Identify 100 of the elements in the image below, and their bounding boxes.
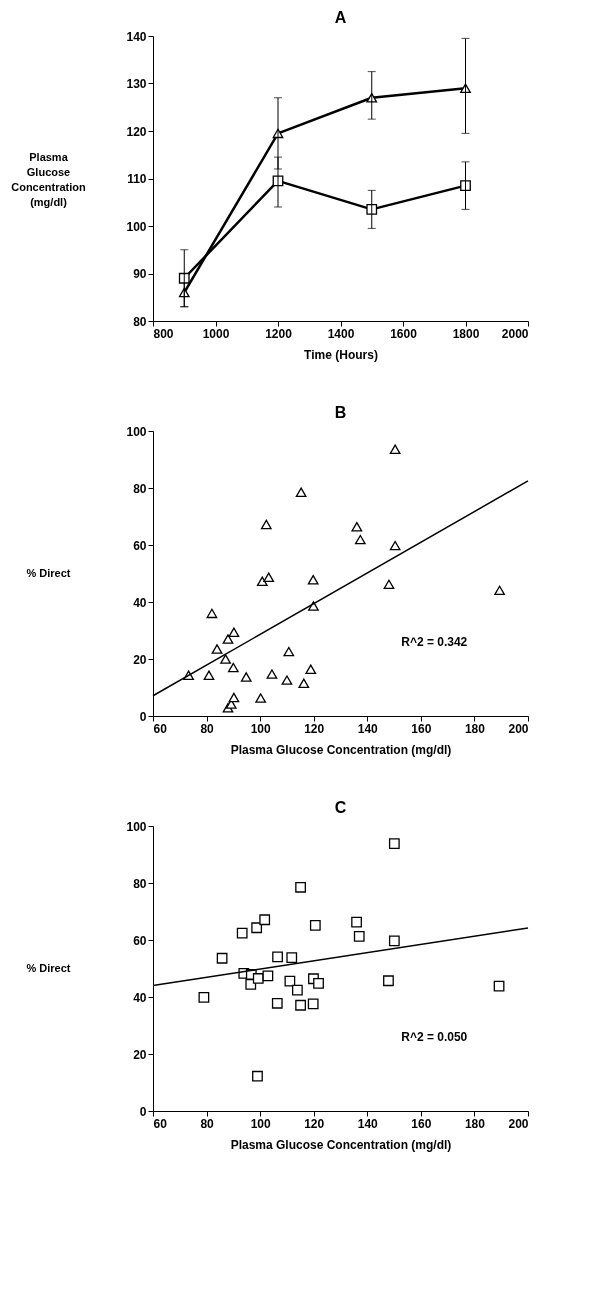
y-tick-label: 100	[126, 819, 147, 834]
point	[220, 654, 231, 664]
point	[227, 662, 239, 673]
point	[383, 975, 394, 987]
point	[252, 973, 264, 984]
y-tick-label: 120	[126, 124, 147, 139]
y-tick-label: 20	[133, 1047, 147, 1062]
x-tick-label: 160	[411, 1116, 432, 1131]
point	[251, 922, 263, 934]
point	[295, 487, 307, 498]
point	[313, 977, 324, 989]
point	[389, 540, 401, 551]
x-tick-label: 1400	[327, 326, 355, 341]
point	[295, 999, 306, 1011]
point	[271, 997, 283, 1009]
point	[305, 664, 317, 675]
x-tick-label: 1600	[390, 326, 418, 341]
point	[389, 444, 401, 454]
y-tick-label: 20	[133, 652, 147, 667]
point	[236, 927, 248, 939]
x-tick-label: 180	[464, 721, 486, 736]
y-tick-label: 110	[127, 172, 147, 186]
point	[228, 627, 240, 637]
point	[286, 952, 298, 964]
x-axis-title: Plasma Glucose Concentration (mg/dl)	[230, 1137, 452, 1152]
x-tick-label: 200	[508, 721, 529, 736]
x-tick-label: 140	[357, 1116, 379, 1131]
point	[283, 646, 295, 657]
y-tick-label: 80	[133, 314, 147, 329]
x-tick-label: 140	[357, 721, 379, 736]
point	[354, 534, 366, 545]
point	[252, 1070, 263, 1082]
x-tick-label: 180	[464, 1116, 486, 1131]
point	[198, 991, 210, 1003]
x-tick-label: 80	[200, 1116, 215, 1131]
point	[309, 920, 321, 931]
point	[228, 692, 240, 703]
point	[222, 634, 234, 644]
y-tick-label: 0	[139, 1104, 147, 1119]
point	[211, 644, 223, 654]
y-axis-title: % Direct	[26, 567, 71, 579]
point	[216, 952, 228, 964]
point	[308, 601, 319, 611]
x-tick-label: 60	[153, 1116, 168, 1131]
x-tick-label: 800	[153, 326, 174, 341]
x-tick-label: 120	[304, 1116, 325, 1131]
point	[263, 572, 275, 582]
annotation: R^2 = 0.342	[401, 634, 468, 649]
point	[266, 669, 278, 679]
point	[260, 519, 272, 530]
y-tick-label: 130	[126, 77, 147, 91]
point	[256, 576, 268, 586]
point	[388, 838, 400, 850]
y-tick-label: 100	[126, 424, 147, 439]
point	[259, 914, 271, 926]
chart-title: C	[334, 799, 347, 816]
y-tick-label: 40	[133, 595, 147, 610]
chart-title: B	[334, 404, 347, 421]
point	[383, 579, 395, 590]
y-tick-label: 60	[133, 933, 147, 948]
point	[353, 930, 365, 942]
x-tick-label: 2000	[501, 326, 529, 341]
x-tick-label: 100	[250, 1116, 271, 1131]
y-axis-title: Plasma Glucose Concentration (mg/dl)	[11, 151, 87, 208]
y-axis-title: % Direct	[26, 962, 71, 974]
x-axis-title: Time (Hours)	[304, 347, 378, 362]
x-tick-label: 100	[250, 721, 271, 736]
chart-title: A	[334, 9, 347, 26]
x-tick-label: 160	[411, 721, 432, 736]
x-tick-label: 60	[153, 721, 168, 736]
point	[291, 984, 303, 996]
point	[494, 585, 505, 596]
x-tick-label: 200	[508, 1116, 529, 1131]
y-tick-label: 90	[133, 267, 147, 281]
point	[284, 975, 296, 987]
point	[307, 575, 319, 585]
y-tick-label: 80	[133, 876, 147, 891]
point	[272, 951, 283, 963]
x-axis-title: Plasma Glucose Concentration (mg/dl)	[230, 742, 452, 757]
point	[240, 672, 252, 682]
y-tick-label: 60	[133, 538, 147, 553]
point	[281, 675, 293, 685]
x-tick-label: 80	[200, 721, 215, 736]
point	[307, 998, 319, 1010]
x-tick-label: 120	[304, 721, 325, 736]
y-tick-label: 0	[139, 709, 147, 724]
point	[298, 678, 310, 688]
y-tick-label: 40	[133, 990, 147, 1005]
x-tick-label: 1200	[265, 326, 293, 341]
annotation: R^2 = 0.050	[401, 1029, 468, 1044]
point	[351, 522, 363, 532]
point	[295, 881, 306, 893]
x-tick-label: 1800	[452, 326, 480, 341]
point	[351, 916, 362, 928]
y-tick-label: 80	[133, 481, 147, 496]
point	[388, 935, 400, 947]
point	[493, 980, 505, 992]
point	[206, 608, 218, 619]
x-tick-label: 1000	[202, 326, 230, 341]
y-tick-label: 100	[126, 219, 147, 234]
